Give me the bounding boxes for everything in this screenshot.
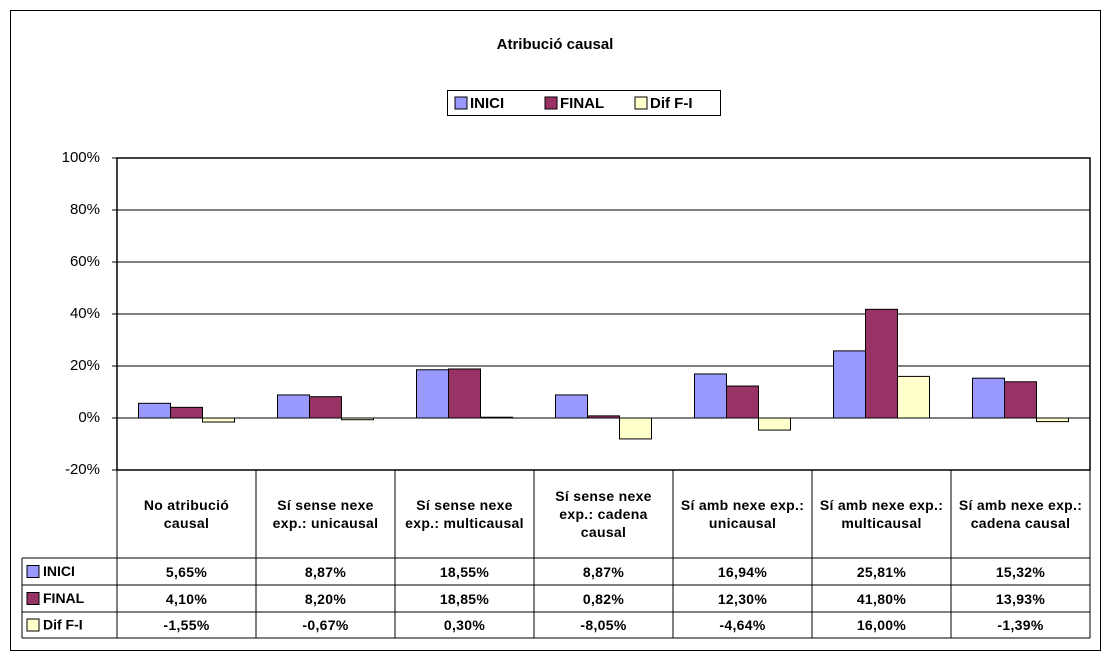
bar: [309, 396, 342, 419]
y-tick-label: 0%: [78, 409, 100, 426]
bar: [341, 417, 374, 421]
bar: [833, 350, 866, 419]
y-tick-label: 60%: [70, 253, 100, 270]
table-value: 12,30%: [717, 590, 768, 607]
y-tick-label: -20%: [65, 461, 100, 478]
bar: [1004, 381, 1037, 419]
category-label: Sí amb nexe exp.: unicausal: [680, 497, 805, 531]
legend-swatch: [634, 96, 648, 110]
table-row-label: FINAL: [43, 590, 85, 606]
table-row-label: INICI: [43, 563, 75, 579]
legend-swatch: [544, 96, 558, 110]
table-value: -1,39%: [997, 617, 1044, 633]
table-value: 13,93%: [995, 590, 1046, 607]
bar: [448, 368, 481, 419]
bar: [619, 417, 652, 440]
table-value: -1,55%: [163, 617, 210, 633]
table-value: -0,67%: [302, 617, 349, 633]
y-tick-label: 20%: [70, 357, 100, 374]
category-label: No atribució causal: [143, 497, 230, 531]
table-row-label: Dif F-I: [43, 617, 83, 633]
bar: [555, 394, 588, 419]
category-label: Sí sense nexe exp.: cadena causal: [555, 488, 652, 540]
table-legend-swatch: [26, 592, 40, 605]
table-value: 8,87%: [304, 563, 347, 580]
legend-label: INICI: [470, 95, 504, 112]
table-value: 8,87%: [582, 563, 625, 580]
category-label: Sí sense nexe exp.: multicausal: [405, 497, 524, 531]
bar: [170, 406, 203, 419]
bar: [1036, 417, 1069, 423]
table-legend-swatch: [26, 565, 40, 578]
legend-label: FINAL: [560, 95, 604, 112]
table-value: -4,64%: [719, 617, 766, 633]
table-value: 4,10%: [165, 590, 208, 607]
bar: [694, 373, 727, 419]
bar: [726, 385, 759, 419]
bar: [865, 308, 898, 419]
bar: [587, 415, 620, 419]
category-label: Sí sense nexe exp.: unicausal: [272, 497, 379, 531]
bar: [972, 377, 1005, 419]
category-label: Sí amb nexe exp.: multicausal: [819, 497, 944, 531]
table-value: 16,00%: [856, 617, 907, 633]
table-value: 18,85%: [439, 590, 490, 607]
table-value: 0,30%: [443, 617, 486, 633]
table-value: 18,55%: [439, 563, 490, 580]
bar: [480, 416, 513, 419]
plot-border: [116, 157, 1091, 471]
bar: [202, 417, 235, 423]
table-value: 41,80%: [856, 590, 907, 607]
table-value: 5,65%: [165, 563, 208, 580]
table-value: 16,94%: [717, 563, 768, 580]
table-value: 8,20%: [304, 590, 347, 607]
table-value: 0,82%: [582, 590, 625, 607]
bar: [758, 417, 791, 431]
table-value: -8,05%: [580, 617, 627, 633]
y-tick-label: 40%: [70, 305, 100, 322]
table-legend-swatch: [26, 618, 40, 632]
bar: [277, 394, 310, 419]
category-label: Sí amb nexe exp.: cadena causal: [958, 497, 1083, 531]
table-value: 15,32%: [995, 563, 1046, 580]
table-value: 25,81%: [856, 563, 907, 580]
y-tick-label: 100%: [62, 149, 100, 166]
legend-box: [447, 90, 721, 116]
legend-swatch: [454, 96, 468, 110]
bar: [138, 402, 171, 419]
y-tick-label: 80%: [70, 201, 100, 218]
legend-label: Dif F-I: [650, 95, 693, 112]
chart-border: [10, 10, 1101, 651]
chart-title: Atribució causal: [497, 36, 614, 53]
bar: [416, 369, 449, 419]
bar: [897, 375, 930, 419]
